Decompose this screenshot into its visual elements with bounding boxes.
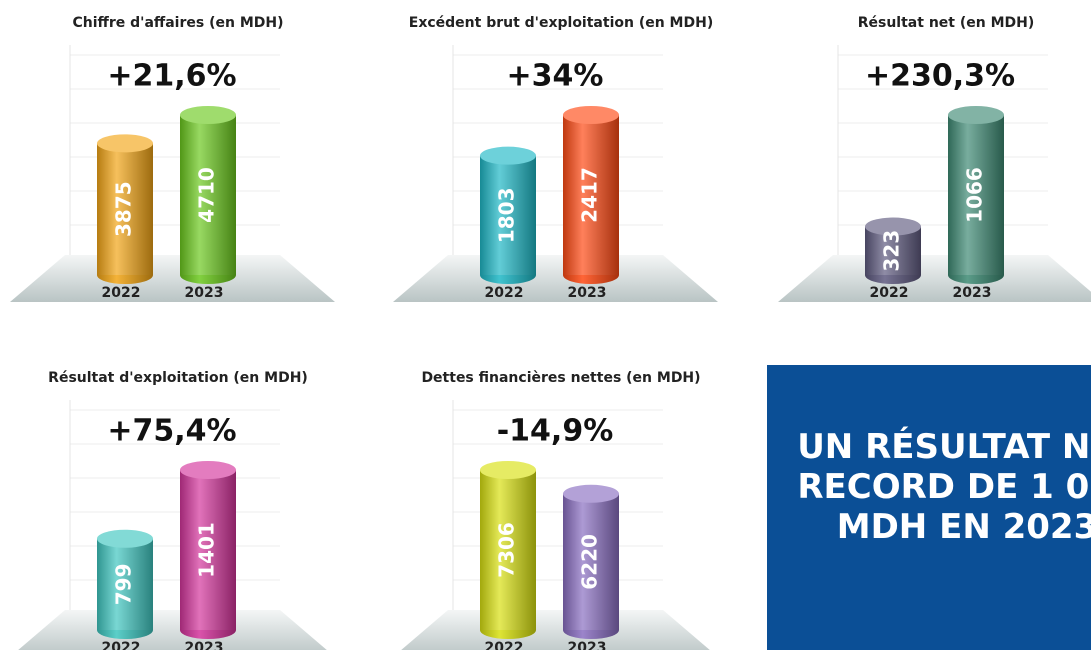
value-label: 3875 (112, 181, 136, 237)
floor (10, 255, 335, 302)
value-label: 6220 (578, 534, 602, 590)
cylinder (948, 115, 1004, 275)
cylinder (180, 470, 236, 630)
floor (401, 610, 710, 650)
x-tick-label: 2022 (102, 285, 141, 301)
cylinder (97, 143, 153, 275)
floor (778, 255, 1091, 302)
cylinder (180, 115, 236, 275)
value-label: 4710 (195, 167, 219, 223)
cylinder-top (97, 529, 153, 548)
cylinder (563, 493, 619, 630)
banner: UN RÉSULTAT NET RECORD DE 1 066 MDH EN 2… (767, 365, 1091, 650)
chart-title: Chiffre d'affaires (en MDH) (72, 15, 283, 31)
value-label: 1066 (963, 167, 987, 223)
cylinder (480, 470, 536, 630)
cylinder-top (948, 106, 1004, 124)
x-tick-label: 2023 (185, 285, 224, 301)
x-tick-label: 2023 (953, 285, 992, 301)
change-annotation: -14,9% (497, 414, 614, 449)
cylinder-top (97, 134, 153, 153)
cylinder-top (563, 106, 619, 124)
cylinder (480, 155, 536, 275)
x-tick-label: 2023 (568, 285, 607, 301)
value-label: 323 (880, 230, 904, 272)
value-label: 799 (112, 564, 136, 606)
cylinder-top (480, 146, 536, 165)
chart-title: Résultat d'exploitation (en MDH) (48, 370, 308, 386)
value-label: 1401 (195, 522, 219, 578)
x-tick-label: 2022 (102, 640, 141, 650)
x-tick-label: 2022 (485, 640, 524, 650)
chart-title: Résultat net (en MDH) (858, 15, 1035, 31)
change-annotation: +230,3% (865, 59, 1015, 94)
change-annotation: +21,6% (107, 59, 236, 94)
cylinder-top (180, 106, 236, 124)
value-label: 1803 (495, 187, 519, 243)
value-label: 7306 (495, 522, 519, 578)
change-annotation: +34% (507, 59, 604, 94)
cylinder-top (563, 484, 619, 503)
cylinder-top (865, 217, 921, 236)
x-tick-label: 2023 (568, 640, 607, 650)
x-tick-label: 2023 (185, 640, 224, 650)
cylinder (563, 115, 619, 275)
value-label: 2417 (578, 167, 602, 223)
change-annotation: +75,4% (107, 414, 236, 449)
chart-title: Excédent brut d'exploitation (en MDH) (409, 15, 713, 31)
x-tick-label: 2022 (485, 285, 524, 301)
floor (393, 255, 718, 302)
cylinder (97, 538, 153, 630)
x-tick-label: 2022 (870, 285, 909, 301)
floor (18, 610, 327, 650)
cylinder-top (480, 461, 536, 479)
chart-title: Dettes financières nettes (en MDH) (421, 370, 700, 386)
cylinder-top (180, 461, 236, 479)
banner-text: UN RÉSULTAT NET RECORD DE 1 066 MDH EN 2… (797, 427, 1091, 547)
